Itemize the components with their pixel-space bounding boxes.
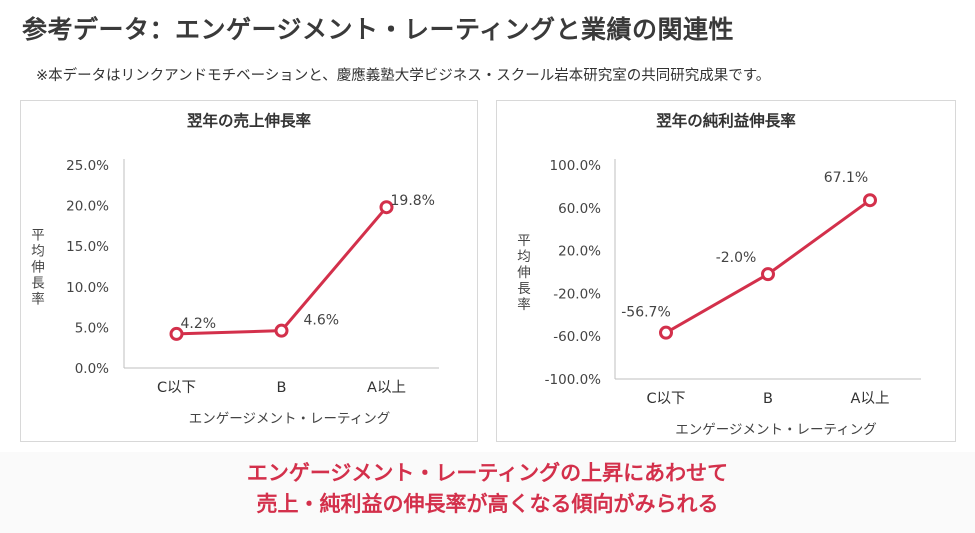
data-point bbox=[761, 267, 775, 282]
y-tick-label: 25.0% bbox=[66, 158, 109, 174]
x-tick-label: A以上 bbox=[851, 390, 890, 407]
y-tick-label: -60.0% bbox=[553, 329, 601, 345]
net-profit-growth-chart-panel: 翌年の純利益伸長率 -100.0% -60.0% -20.0% 20.0% 60.0% 10… bbox=[496, 100, 956, 442]
x-tick-label: A以上 bbox=[367, 379, 406, 396]
y-tick-label: 15.0% bbox=[66, 239, 109, 255]
data-point bbox=[863, 193, 877, 208]
x-tick-label: B bbox=[763, 391, 773, 407]
series-line bbox=[665, 198, 871, 334]
chart-title: 翌年の売上伸長率 bbox=[187, 111, 312, 130]
conclusion-band bbox=[0, 452, 975, 533]
y-tick-label: 10.0% bbox=[66, 280, 109, 296]
x-axis-label: エンゲージメント・レーティング bbox=[675, 422, 876, 438]
y-tick-label: 5.0% bbox=[75, 320, 109, 336]
chart-title: 翌年の純利益伸長率 bbox=[656, 111, 796, 130]
page-title: 参考データ：エンゲージメント・レーティングと業績の関連性 bbox=[22, 15, 735, 44]
data-label: 67.1% bbox=[824, 170, 868, 186]
x-tick-label: C以下 bbox=[157, 380, 196, 396]
data-point bbox=[169, 326, 184, 341]
data-label: 19.8% bbox=[391, 193, 435, 209]
x-axis-label: エンゲージメント・レーティング bbox=[189, 411, 390, 427]
x-tick-label: C以下 bbox=[646, 391, 685, 407]
y-axis-label: 平均伸長率 bbox=[517, 233, 531, 313]
x-tick-label: B bbox=[277, 380, 287, 396]
data-label: 4.2% bbox=[181, 316, 217, 332]
y-axis-label: 平均伸長率 bbox=[31, 228, 45, 308]
sales-growth-chart-panel: 翌年の売上伸長率 0.0% 5.0% 10.0% 15.0% 20.0% 25.0% 平均伸長… bbox=[20, 100, 478, 442]
data-label: 4.6% bbox=[304, 313, 340, 329]
y-tick-label: 60.0% bbox=[558, 201, 601, 217]
y-tick-label: 0.0% bbox=[75, 361, 109, 377]
series-line bbox=[176, 206, 388, 336]
data-point bbox=[274, 323, 289, 338]
data-label: -2.0% bbox=[716, 250, 757, 266]
y-tick-label: 20.0% bbox=[66, 199, 109, 215]
conclusion-line-2: 売上・純利益の伸長率が高くなる傾向がみられる bbox=[256, 492, 719, 516]
sales-growth-chart: 翌年の売上伸長率 0.0% 5.0% 10.0% 15.0% 20.0% 25.0% 平均伸長… bbox=[31, 111, 439, 427]
data-label: -56.7% bbox=[621, 305, 671, 321]
y-tick-label: -20.0% bbox=[553, 286, 601, 302]
y-tick-label: -100.0% bbox=[545, 372, 602, 388]
y-tick-label: 20.0% bbox=[558, 244, 601, 260]
net-profit-growth-chart: 翌年の純利益伸長率 -100.0% -60.0% -20.0% 20.0% 60.0% 10… bbox=[517, 111, 921, 438]
data-point bbox=[659, 325, 673, 340]
y-tick-label: 100.0% bbox=[550, 158, 602, 174]
data-point bbox=[379, 200, 394, 215]
conclusion-line-1: エンゲージメント・レーティングの上昇にあわせて bbox=[246, 461, 729, 485]
research-note: ※本データはリンクアンドモチベーションと、慶應義塾大学ビジネス・スクール岩本研究… bbox=[36, 68, 771, 84]
